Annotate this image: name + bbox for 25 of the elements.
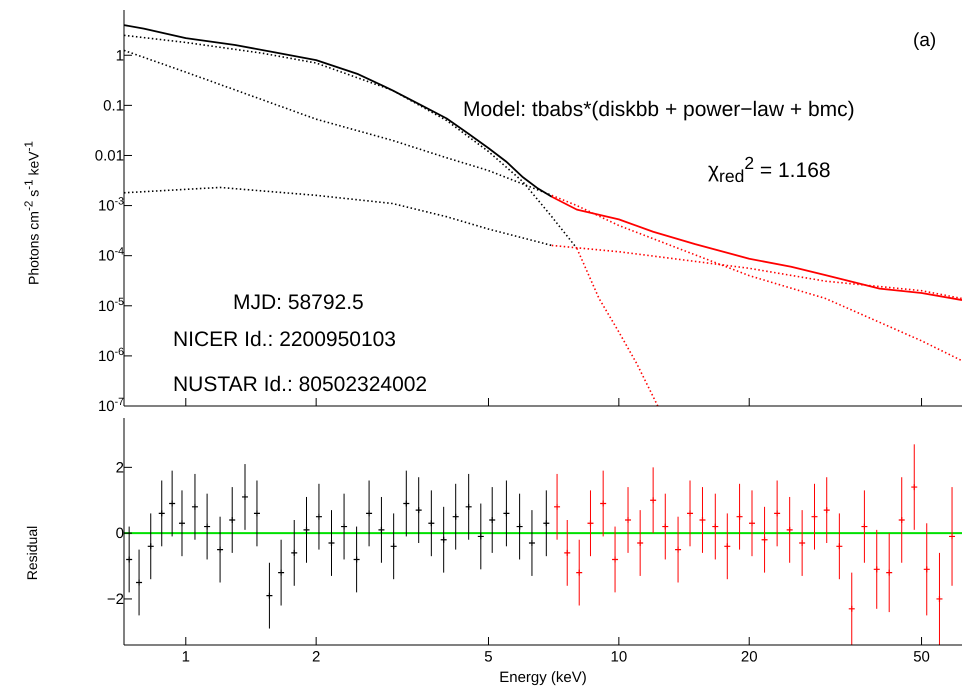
annotation: NICER Id.: 2200950103 bbox=[173, 328, 396, 352]
annotation: Model: tbabs*(diskbb + power−law + bmc) bbox=[463, 98, 855, 122]
y-tick-label: 1 bbox=[116, 47, 124, 64]
x-tick-label: 10 bbox=[610, 648, 628, 666]
x-tick-label: 50 bbox=[913, 648, 930, 666]
y-tick-label: 10$^{-4}$ bbox=[98, 246, 124, 265]
annotation: χ$_{red}$$^{2}$ = 1.168 bbox=[708, 153, 831, 188]
x-tick-label: 2 bbox=[312, 648, 320, 666]
y-tick-label: 0 bbox=[116, 525, 124, 542]
y-tick-label: 10$^{-7}$ bbox=[98, 396, 124, 415]
annotation: (a) bbox=[913, 30, 936, 52]
y-tick-label: 10$^{-5}$ bbox=[98, 296, 124, 315]
annotation: MJD: 58792.5 bbox=[233, 291, 364, 315]
annotation: NUSTAR Id.: 80502324002 bbox=[173, 373, 428, 397]
x-tick-label: 1 bbox=[182, 648, 190, 666]
y-axis-title: Residual bbox=[24, 525, 40, 580]
y-tick-label: 10$^{-6}$ bbox=[98, 346, 124, 365]
y-tick-label: 10$^{-3}$ bbox=[98, 196, 124, 215]
y-tick-label: 0.01 bbox=[94, 147, 124, 164]
x-axis-title: Energy (keV) bbox=[499, 669, 587, 686]
y-tick-label: −2 bbox=[106, 590, 124, 608]
x-tick-label: 5 bbox=[484, 648, 493, 666]
y-tick-label: 0.1 bbox=[103, 97, 124, 114]
x-tick-label: 20 bbox=[740, 648, 758, 666]
y-tick-label: 2 bbox=[116, 459, 124, 476]
